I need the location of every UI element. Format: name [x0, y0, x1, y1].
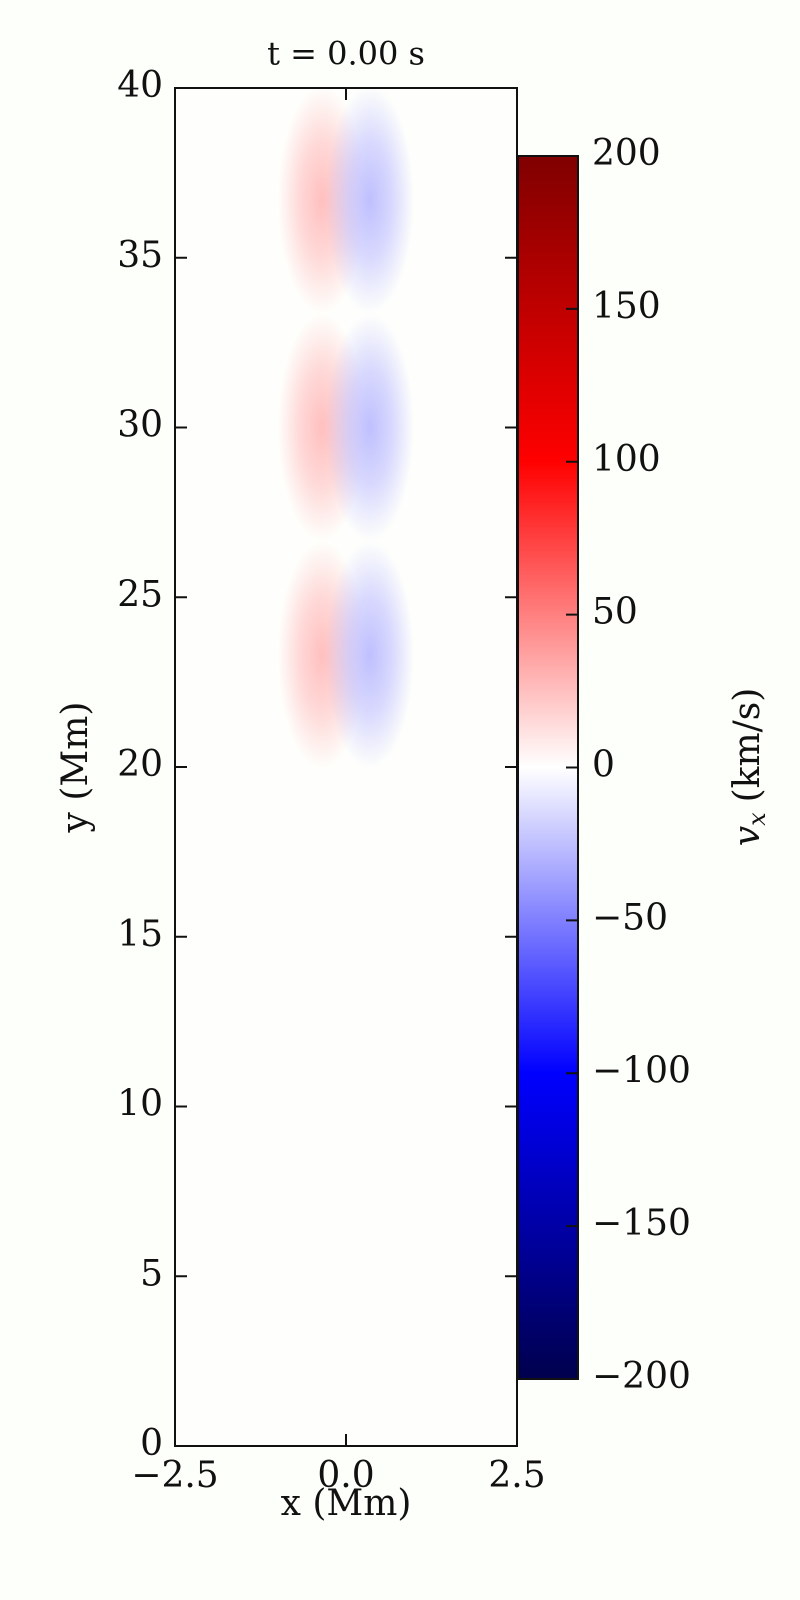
- colorbar-tick-label: 100: [592, 439, 661, 480]
- y-tick-label: 25: [117, 574, 163, 615]
- colorbar-tick-label: 150: [592, 286, 661, 327]
- y-tick-label: 20: [117, 744, 163, 785]
- colorbar-tick-label: −100: [592, 1050, 691, 1091]
- colorbar-tick-label: 50: [592, 592, 638, 633]
- x-tick-label: 2.5: [488, 1455, 545, 1496]
- colorbar-tick-label: −150: [592, 1203, 691, 1244]
- colorbar-symbol: v: [727, 826, 768, 846]
- heatmap-blob: [325, 312, 415, 543]
- chart-title: t = 0.00 s: [267, 35, 425, 73]
- colorbar-tick-label: 200: [592, 133, 661, 174]
- y-tick-label: 5: [140, 1253, 163, 1294]
- y-axis-label: y (Mm): [55, 702, 96, 834]
- y-tick-label: 15: [117, 914, 163, 955]
- plot-area: [175, 88, 517, 1446]
- colorbar-tick-label: −50: [592, 897, 668, 938]
- colorbar-tick-label: −200: [592, 1356, 691, 1397]
- y-tick-label: 40: [117, 65, 163, 106]
- colorbar-subscript: x: [743, 812, 771, 826]
- x-tick-label: −2.5: [131, 1455, 218, 1496]
- colorbar-label: vx (km/s): [727, 688, 771, 847]
- heatmap-blob: [325, 85, 415, 315]
- colorbar-tick-label: 0: [592, 745, 615, 786]
- y-tick-label: 35: [117, 235, 163, 276]
- y-tick-label: 0: [140, 1423, 163, 1464]
- x-tick-label: 0.0: [317, 1455, 374, 1496]
- y-tick-label: 10: [117, 1084, 163, 1125]
- y-tick-label: 30: [117, 405, 163, 446]
- x-axis-label: x (Mm): [281, 1483, 412, 1524]
- heatmap-blob: [325, 540, 415, 770]
- colorbar-unit: (km/s): [727, 688, 768, 803]
